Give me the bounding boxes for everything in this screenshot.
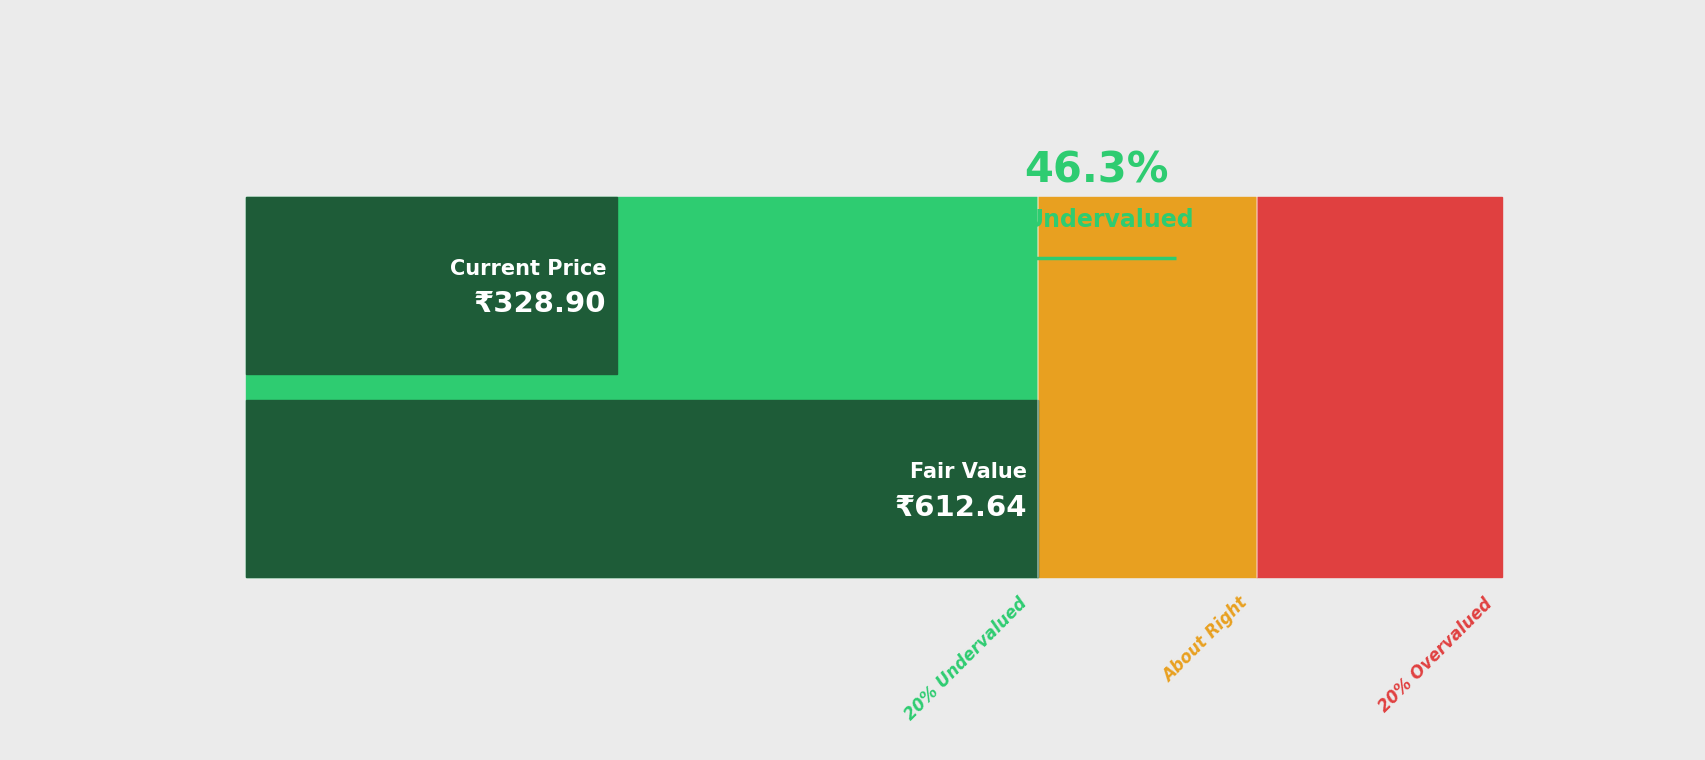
- Text: About Right: About Right: [1158, 594, 1250, 686]
- Text: Current Price: Current Price: [450, 259, 605, 279]
- Text: 20% Undervalued: 20% Undervalued: [900, 594, 1030, 724]
- Text: Fair Value: Fair Value: [909, 462, 1026, 483]
- Bar: [246, 400, 1037, 577]
- Bar: [1037, 197, 1257, 577]
- Text: 46.3%: 46.3%: [1023, 150, 1168, 192]
- Text: ₹328.90: ₹328.90: [474, 290, 605, 318]
- Bar: [246, 197, 617, 374]
- Bar: [246, 197, 1037, 577]
- Bar: [1257, 197, 1502, 577]
- Text: ₹612.64: ₹612.64: [893, 494, 1026, 521]
- Text: 20% Overvalued: 20% Overvalued: [1374, 594, 1495, 715]
- Text: Undervalued: Undervalued: [1023, 208, 1194, 233]
